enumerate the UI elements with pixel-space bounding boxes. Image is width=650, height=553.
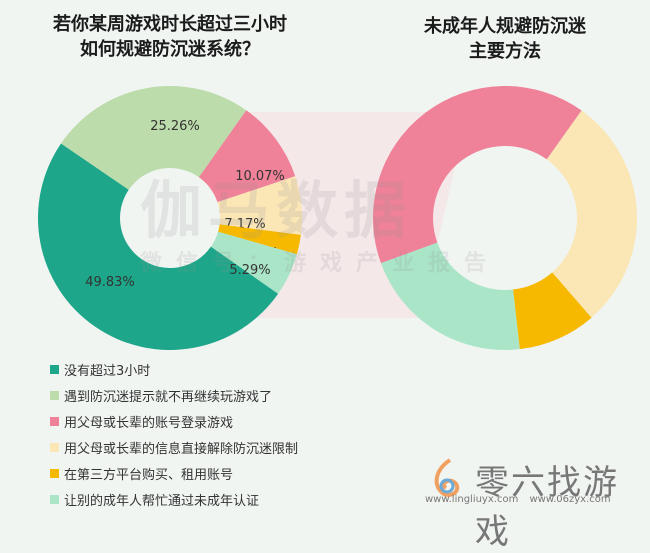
chart1-slice-0 (373, 86, 582, 264)
legend-item: 用父母或长辈的账号登录游戏 (50, 408, 298, 434)
legend-swatch (50, 494, 59, 504)
chart0-slice-1 (61, 86, 247, 190)
chart0-data-label-2: 10.07% (235, 169, 285, 184)
legend-swatch (50, 416, 59, 426)
brand-logo-icon (434, 458, 460, 497)
legend-swatch (50, 390, 59, 400)
chart0-slice-2 (198, 110, 296, 203)
chart0-slice-5 (210, 231, 297, 294)
legend-swatch (50, 364, 59, 374)
chart1-slice-2 (513, 272, 592, 350)
legend: 没有超过3小时遇到防沉迷提示就不再继续玩游戏了 用父母或长辈的账号登录游戏用父母或… (50, 356, 298, 512)
legend-label: 让别的成年人帮忙通过未成年认证 (64, 493, 260, 509)
chart0-slice-4 (218, 224, 301, 255)
legend-item: 在第三方平台购买、租用账号 (50, 460, 298, 486)
right-title-line-1: 未成年人规避防沉迷 (424, 16, 586, 37)
legend-label: 在第三方平台购买、租用账号 (64, 467, 234, 483)
legend-label: 用父母或长辈的账号登录游戏 (64, 415, 234, 431)
legend-swatch (50, 468, 59, 478)
chart1-slice-1 (546, 110, 637, 318)
legend-item: 用父母或长辈的信息直接解除防沉迷限制 (50, 434, 298, 460)
legend-label: 没有超过3小时 (64, 363, 151, 379)
chart0-data-label-5: 5.29% (229, 263, 270, 278)
brand-urls: www.lingliuyx.com www.06zyx.com (425, 494, 611, 505)
chart1-slice-3 (380, 242, 520, 350)
legend-swatch (50, 442, 59, 452)
donut-charts: 49.83%25.26%10.07%7.17%2.39%5.29% (37, 86, 637, 351)
right-donut (373, 86, 637, 350)
left-title-line-1: 若你某周游戏时长超过三小时 (53, 14, 287, 35)
chart0-data-label-0: 49.83% (85, 275, 135, 290)
left-title-line-2: 如何规避防沉迷系统？ (80, 39, 260, 60)
right-chart-title: 未成年人规避防沉迷 主要方法 (360, 14, 650, 64)
right-title-line-2: 主要方法 (469, 41, 541, 62)
legend-item: 让别的成年人帮忙通过未成年认证 (50, 486, 298, 512)
chart0-slice-3 (217, 176, 302, 235)
chart0-slice-0 (37, 143, 279, 351)
legend-label: 用父母或长辈的信息直接解除防沉迷限制 (64, 441, 299, 457)
left-donut: 49.83%25.26%10.07%7.17%2.39%5.29% (37, 86, 302, 351)
legend-item: 遇到防沉迷提示就不再继续玩游戏了 (50, 382, 298, 408)
chart0-data-label-1: 25.26% (150, 119, 200, 134)
legend-label: 遇到防沉迷提示就不再继续玩游戏了 (64, 389, 273, 405)
legend-item: 没有超过3小时 (50, 356, 298, 382)
left-chart-title: 若你某周游戏时长超过三小时 如何规避防沉迷系统？ (20, 12, 320, 62)
